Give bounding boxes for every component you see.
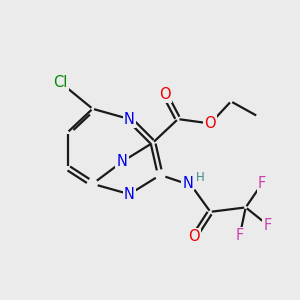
Text: O: O <box>159 87 170 102</box>
Text: F: F <box>258 176 266 191</box>
Text: N: N <box>182 176 193 191</box>
Text: N: N <box>117 154 128 169</box>
Text: O: O <box>205 116 216 131</box>
Text: H: H <box>196 171 204 184</box>
Text: F: F <box>264 218 272 232</box>
Text: F: F <box>236 228 244 243</box>
Text: N: N <box>124 112 135 127</box>
Text: O: O <box>188 230 200 244</box>
Text: Cl: Cl <box>53 75 68 90</box>
Text: N: N <box>124 187 135 202</box>
